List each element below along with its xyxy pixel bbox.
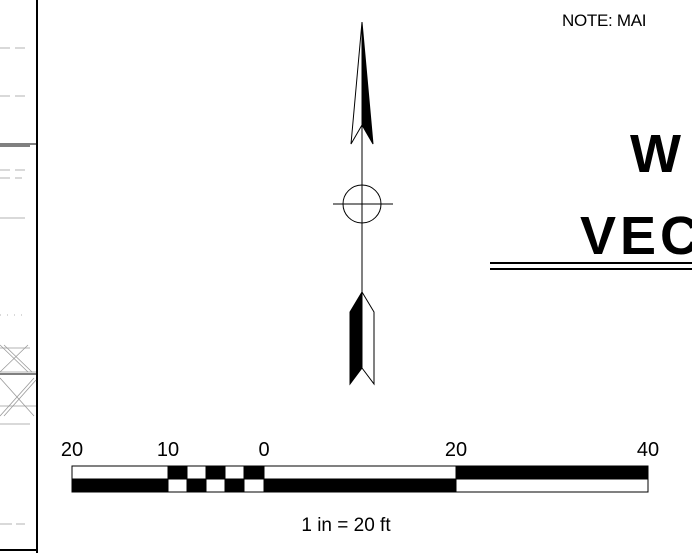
site-plan-fragment bbox=[0, 0, 38, 553]
title-line-1: W bbox=[630, 124, 685, 184]
scale-label-20: 20 bbox=[445, 439, 467, 461]
scale-label-40: 40 bbox=[637, 439, 659, 461]
scale-label-20-left: 20 bbox=[61, 439, 83, 461]
scale-bar: 20 10 0 20 40 1 in = 20 ft bbox=[61, 439, 659, 536]
scale-label-10: 10 bbox=[157, 439, 179, 461]
scale-bar-segments bbox=[71, 465, 649, 493]
scale-tick-labels: 20 10 0 20 40 bbox=[61, 439, 659, 461]
title-line-2: VEC bbox=[580, 206, 692, 266]
north-arrow-icon bbox=[333, 21, 393, 386]
title-block: W VEC bbox=[490, 124, 692, 270]
scale-label-0: 0 bbox=[258, 439, 269, 461]
scale-caption: 1 in = 20 ft bbox=[301, 515, 391, 536]
note-text: NOTE: MAI bbox=[562, 11, 646, 30]
